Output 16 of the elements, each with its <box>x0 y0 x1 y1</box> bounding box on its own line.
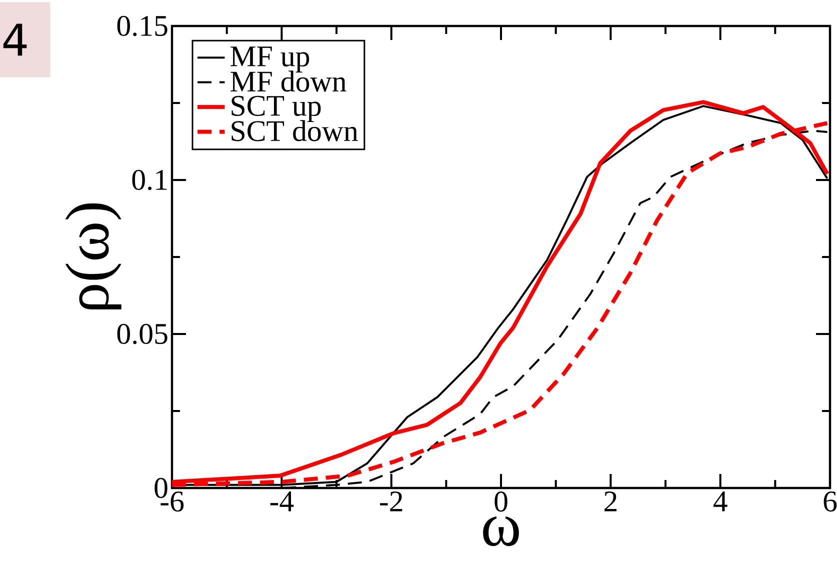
x-tick-label: 4 <box>713 492 728 512</box>
x-tick-label: -2 <box>380 492 402 512</box>
x-tick-label: -4 <box>270 492 294 512</box>
x-tick-label: 0 <box>494 492 508 512</box>
legend-label: SCT up <box>232 96 321 122</box>
x-axis-title: ω <box>483 516 519 546</box>
y-axis-title: ρ(ω) <box>65 203 122 310</box>
y-tick-label: 0.1 <box>132 170 167 190</box>
legend-label: MF up <box>230 46 310 73</box>
x-tick-label: 6 <box>824 492 837 512</box>
legend-label: SCT down <box>232 120 358 142</box>
y-tick-label: 0.15 <box>117 16 168 36</box>
y-tick-label: 0.05 <box>117 324 168 344</box>
legend-label: MF down <box>230 70 346 92</box>
text: 4 <box>3 24 27 56</box>
x-tick-label: 2 <box>604 492 616 512</box>
